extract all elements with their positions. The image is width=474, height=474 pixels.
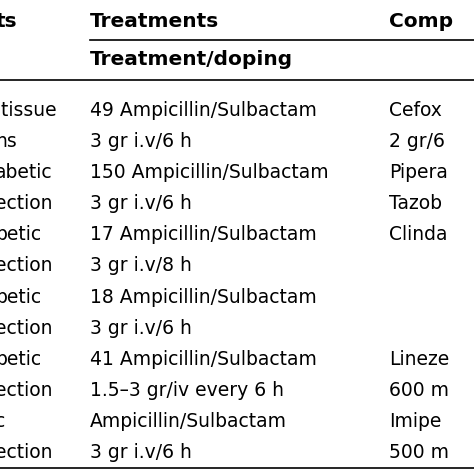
Text: Cefox: Cefox bbox=[389, 101, 442, 120]
Text: Tazob: Tazob bbox=[389, 194, 442, 213]
Text: 18 Ampicillin/Sulbactam: 18 Ampicillin/Sulbactam bbox=[90, 288, 317, 307]
Text: ection: ection bbox=[0, 256, 53, 275]
Text: 17 Ampicillin/Sulbactam: 17 Ampicillin/Sulbactam bbox=[90, 225, 317, 245]
Text: c: c bbox=[0, 412, 6, 431]
Text: 3 gr i.v/6 h: 3 gr i.v/6 h bbox=[90, 443, 192, 462]
Text: betic: betic bbox=[0, 350, 41, 369]
Text: 41 Ampicillin/Sulbactam: 41 Ampicillin/Sulbactam bbox=[90, 350, 317, 369]
Text: 3 gr i.v/8 h: 3 gr i.v/8 h bbox=[90, 256, 192, 275]
Text: 3 gr i.v/6 h: 3 gr i.v/6 h bbox=[90, 132, 192, 151]
Text: ns: ns bbox=[0, 132, 17, 151]
Text: 49 Ampicillin/Sulbactam: 49 Ampicillin/Sulbactam bbox=[90, 101, 317, 120]
Text: Treatment/doping: Treatment/doping bbox=[90, 50, 293, 69]
Text: ection: ection bbox=[0, 194, 53, 213]
Text: 2 gr/6: 2 gr/6 bbox=[389, 132, 445, 151]
Text: tissue: tissue bbox=[0, 101, 57, 120]
Text: ection: ection bbox=[0, 443, 53, 462]
Text: Clinda: Clinda bbox=[389, 225, 447, 245]
Text: betic: betic bbox=[0, 225, 41, 245]
Text: 600 m: 600 m bbox=[389, 381, 449, 400]
Text: ection: ection bbox=[0, 319, 53, 338]
Text: 3 gr i.v/6 h: 3 gr i.v/6 h bbox=[90, 319, 192, 338]
Text: Pipera: Pipera bbox=[389, 163, 447, 182]
Text: Ampicillin/Sulbactam: Ampicillin/Sulbactam bbox=[90, 412, 287, 431]
Text: Treatments: Treatments bbox=[90, 12, 219, 31]
Text: Imipe: Imipe bbox=[389, 412, 441, 431]
Text: Comp: Comp bbox=[389, 12, 453, 31]
Text: betic: betic bbox=[0, 288, 41, 307]
Text: 150 Ampicillin/Sulbactam: 150 Ampicillin/Sulbactam bbox=[90, 163, 328, 182]
Text: ection: ection bbox=[0, 381, 53, 400]
Text: 500 m: 500 m bbox=[389, 443, 449, 462]
Text: 1.5–3 gr/iv every 6 h: 1.5–3 gr/iv every 6 h bbox=[90, 381, 284, 400]
Text: ts: ts bbox=[0, 12, 17, 31]
Text: Lineze: Lineze bbox=[389, 350, 449, 369]
Text: abetic: abetic bbox=[0, 163, 53, 182]
Text: 3 gr i.v/6 h: 3 gr i.v/6 h bbox=[90, 194, 192, 213]
